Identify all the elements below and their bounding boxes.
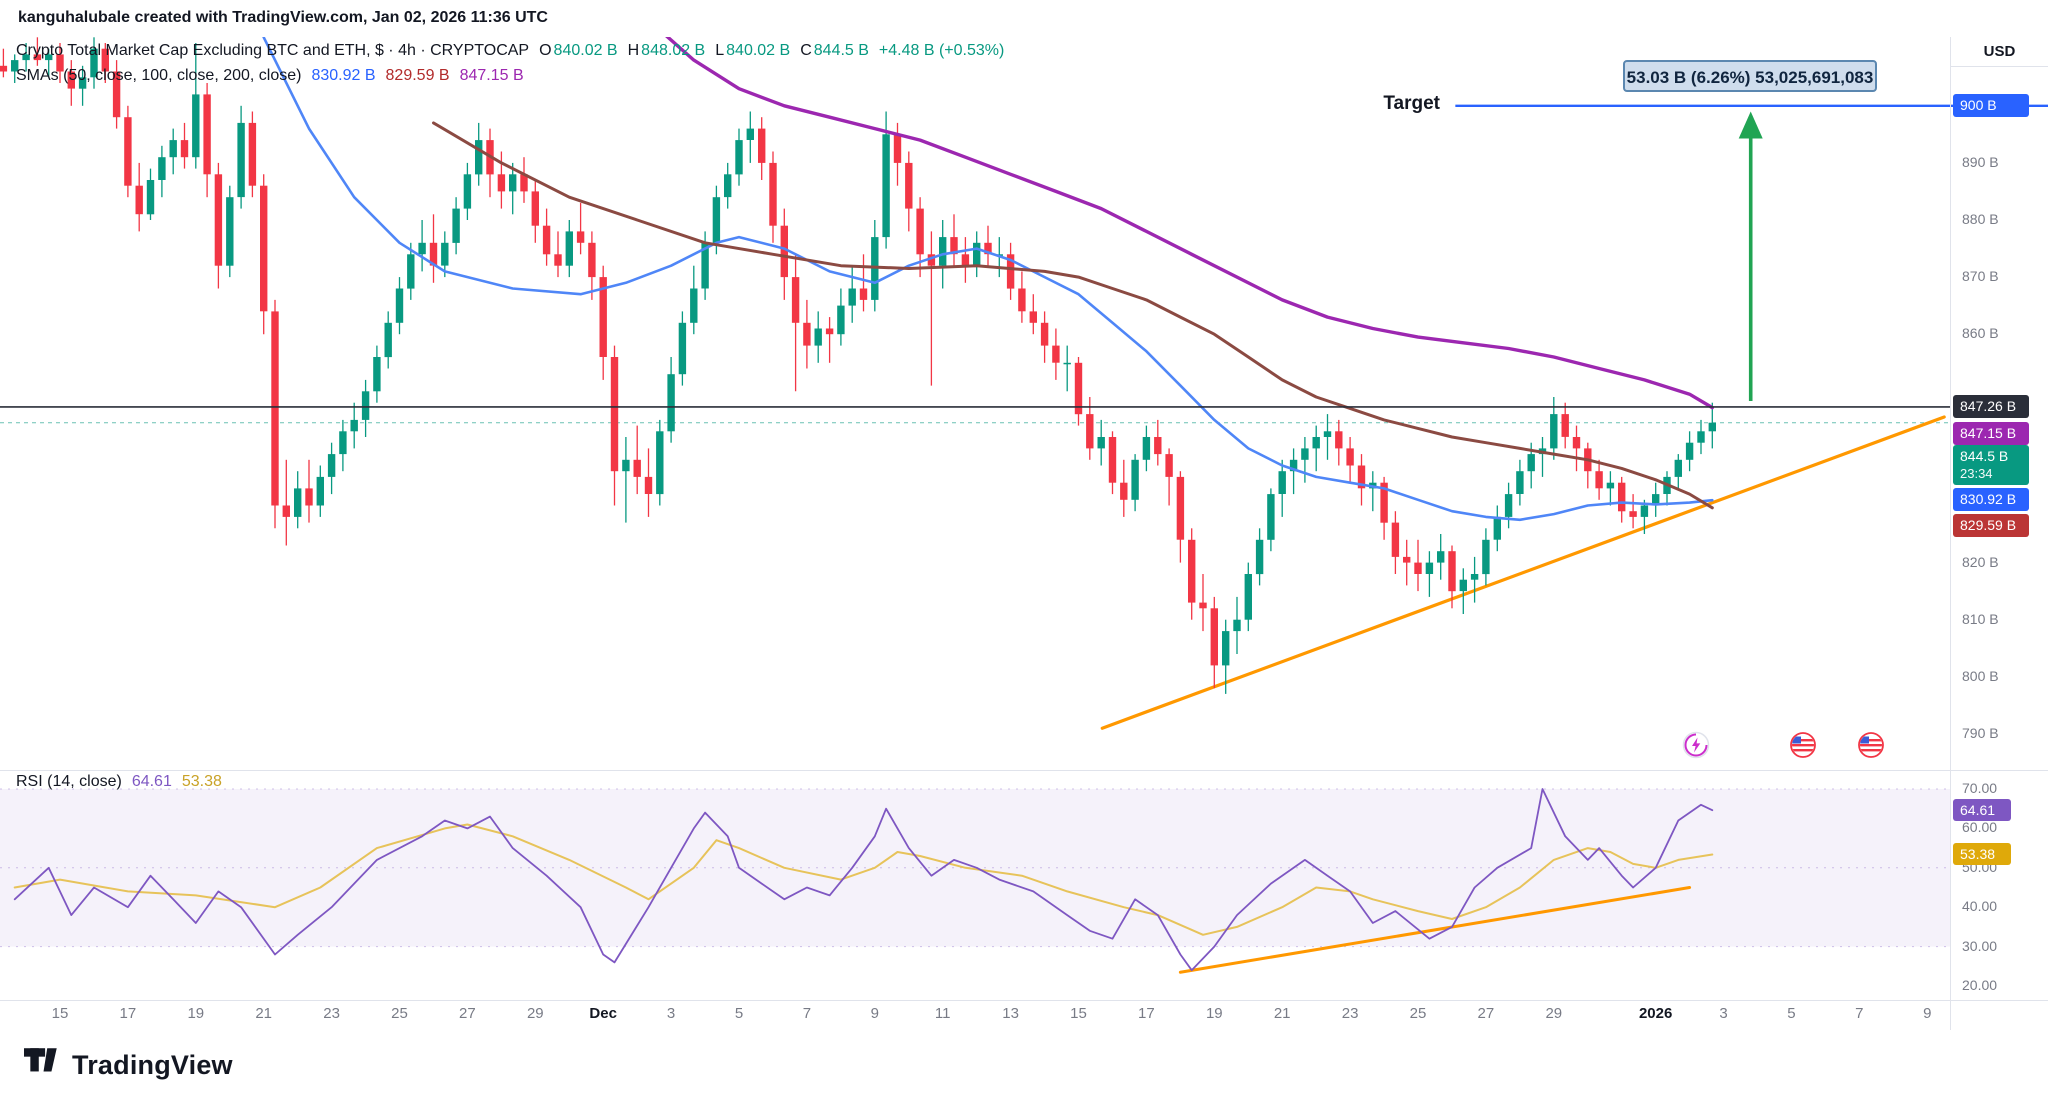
target-label[interactable]: Target (1383, 93, 1440, 114)
tradingview-logo-text: TradingView (72, 1050, 233, 1080)
sma-legend-label: SMAs (50, close, 100, close, 200, close) (16, 67, 302, 84)
sma50-value: 830.92 B (311, 67, 376, 84)
flag-event-icon[interactable] (1857, 731, 1885, 759)
price-axis-currency[interactable]: USD (1951, 37, 2048, 67)
ohlc-high: H 848.02 B (627, 42, 706, 59)
sma-legend[interactable]: SMAs (50, close, 100, close, 200, close)… (16, 67, 524, 85)
symbol-title: Crypto Total Market Cap Excluding BTC an… (16, 42, 530, 59)
price-axis-border (1950, 37, 1951, 1030)
rsi-legend[interactable]: RSI (14, close) 64.61 53.38 (16, 773, 222, 791)
rsi-value: 64.61 (131, 773, 172, 790)
symbol-change: +4.48 B (+0.53%) (878, 42, 1005, 59)
ohlc-low: L 840.02 B (715, 42, 791, 59)
rsi-ma-value: 53.38 (181, 773, 222, 790)
rsi-legend-label: RSI (14, close) (16, 773, 122, 790)
sma100-value: 829.59 B (385, 67, 450, 84)
flag-event-icon[interactable] (1789, 731, 1817, 759)
ohlc-close: C 844.5 B (800, 42, 869, 59)
sma200-value: 847.15 B (459, 67, 524, 84)
tradingview-logo[interactable]: TradingView (24, 1048, 233, 1083)
panel-separator (0, 1000, 2048, 1001)
attribution-text: kanguhalubale created with TradingView.c… (18, 9, 548, 26)
panel-separator (0, 770, 2048, 771)
symbol-legend[interactable]: Crypto Total Market Cap Excluding BTC an… (16, 42, 1004, 60)
tradingview-logo-icon (24, 1048, 62, 1083)
ohlc-open: O 840.02 B (539, 42, 618, 59)
target-value-box[interactable]: 53.03 B (6.26%) 53,025,691,083 (1623, 60, 1877, 92)
flash-event-icon[interactable] (1682, 731, 1710, 759)
currency-label: USD (1983, 43, 2016, 60)
attribution-bar: kanguhalubale created with TradingView.c… (0, 0, 2048, 36)
